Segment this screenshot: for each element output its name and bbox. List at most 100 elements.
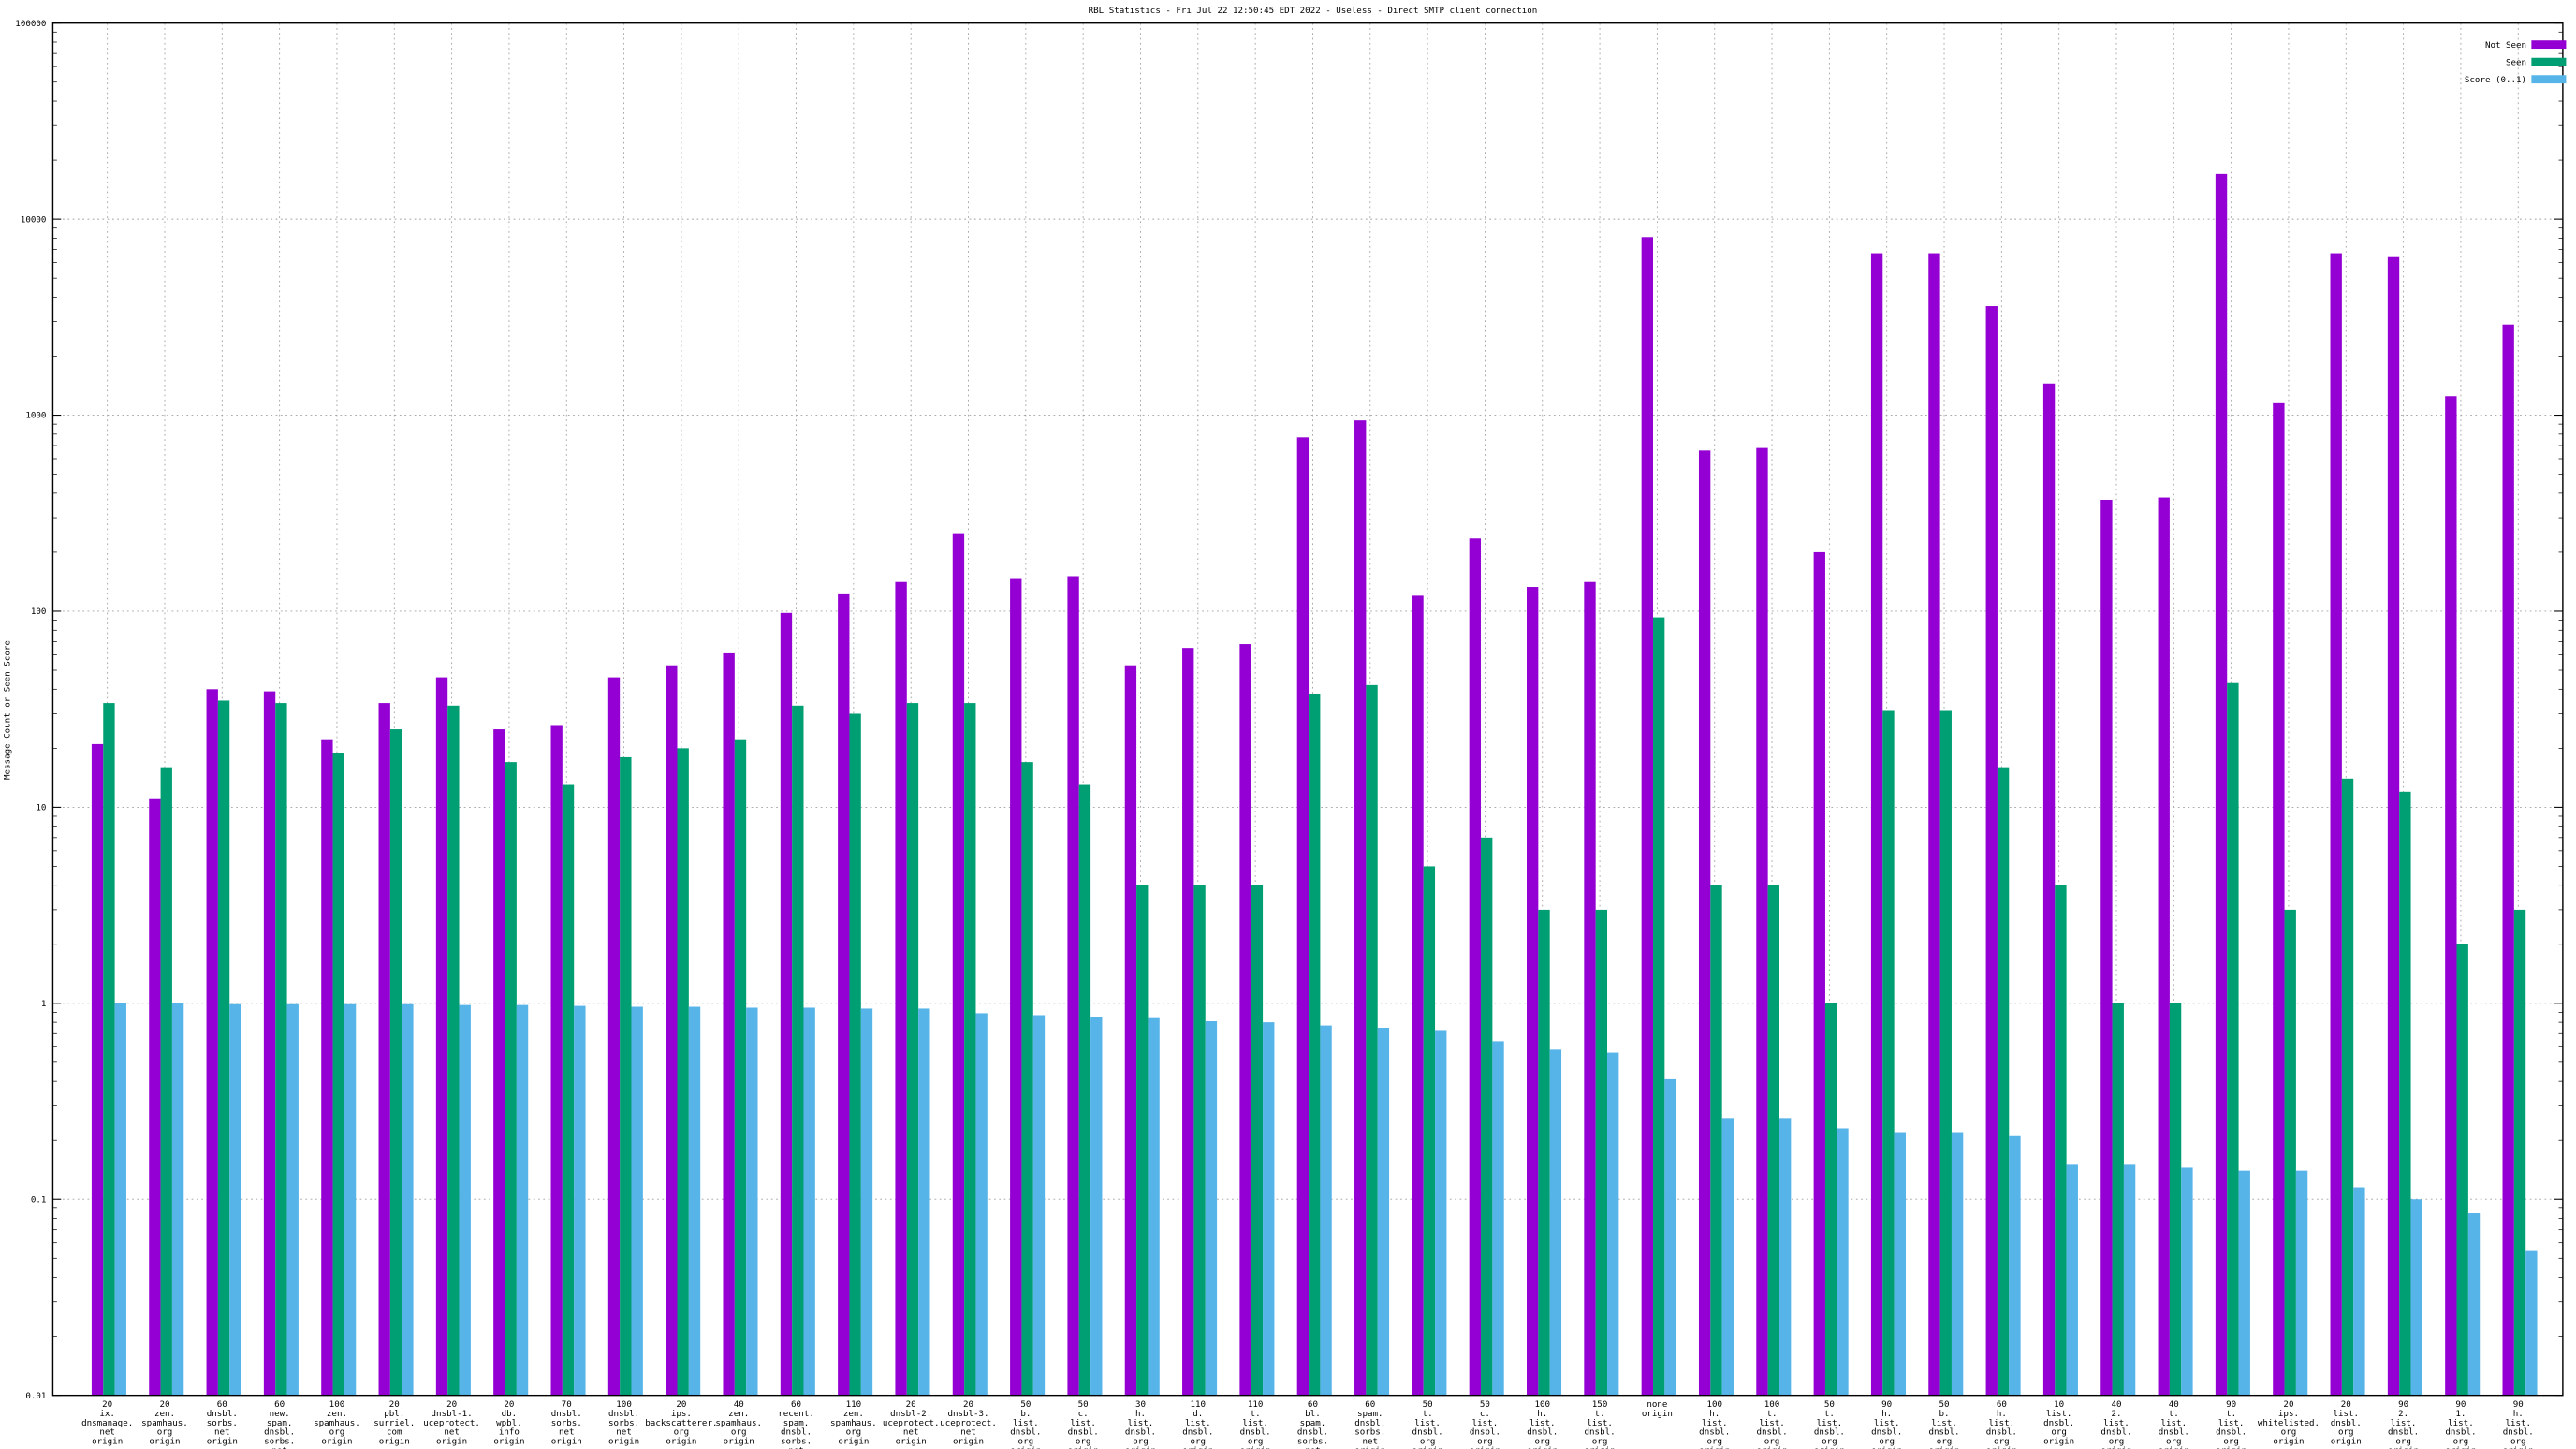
x-tick-label: 2. [2398, 1409, 2408, 1419]
x-tick-label: 20 [159, 1399, 169, 1410]
x-tick-label: 20 [389, 1399, 400, 1410]
x-tick-label: org [2453, 1437, 2469, 1447]
x-tick-label: sorbs. [551, 1418, 582, 1428]
bar [229, 1003, 242, 1396]
y-tick-label: 0.1 [31, 1194, 47, 1205]
x-tick-label: origin [608, 1437, 639, 1447]
bar [1193, 885, 1206, 1396]
bar [1985, 306, 1998, 1396]
bar [1824, 1003, 1837, 1396]
x-tick-label: sorbs. [1297, 1437, 1328, 1447]
x-tick-label: spam. [1300, 1418, 1326, 1428]
bar [332, 753, 344, 1396]
bar [1067, 576, 1079, 1396]
x-tick-label: 90 [2513, 1399, 2524, 1410]
bar [574, 1005, 586, 1396]
bar [2009, 1135, 2021, 1396]
x-tick-label: c. [1078, 1409, 1089, 1419]
x-tick-label: net [788, 1445, 804, 1449]
bar [1951, 1132, 1964, 1396]
x-tick-label: zen. [327, 1409, 347, 1419]
x-tick-label: dnsbl. [2388, 1427, 2419, 1438]
bar [447, 705, 460, 1396]
x-tick-label: net [559, 1427, 575, 1438]
x-tick-label: list. [2333, 1409, 2359, 1419]
bar [1698, 450, 1711, 1396]
x-tick-label: ix. [99, 1409, 115, 1419]
x-tick-label: dnsbl. [551, 1409, 582, 1419]
y-tick-label: 0.01 [25, 1391, 46, 1401]
bar [1032, 1015, 1046, 1396]
bar [160, 767, 172, 1396]
x-tick-label: surriel. [373, 1418, 415, 1428]
x-tick-label: whitelisted. [2258, 1418, 2320, 1428]
x-tick-label: list. [1070, 1418, 1096, 1428]
x-tick-label: dnsbl. [264, 1427, 295, 1438]
x-tick-label: list. [1759, 1418, 1785, 1428]
x-tick-label: 1. [2455, 1409, 2466, 1419]
bar [2399, 791, 2411, 1396]
bar [2055, 885, 2067, 1396]
bar [1309, 693, 1321, 1396]
x-tick-label: origin [1240, 1445, 1271, 1449]
legend-label: Seen [2506, 57, 2526, 67]
x-tick-label: 20 [963, 1399, 973, 1410]
x-tick-label: 30 [1135, 1399, 1146, 1410]
x-tick-label: 50 [1020, 1399, 1031, 1410]
bar [1721, 1118, 1734, 1396]
bar [1412, 595, 1424, 1396]
x-tick-label: 60 [791, 1399, 801, 1410]
x-tick-label: dnsbl. [781, 1427, 812, 1438]
x-tick-label: t. [1423, 1409, 1433, 1419]
x-tick-label: t. [2169, 1409, 2179, 1419]
bar [780, 612, 793, 1396]
x-tick-label: 90 [2226, 1399, 2236, 1410]
bar [2502, 324, 2514, 1396]
bar [2273, 402, 2285, 1396]
x-tick-label: spam. [783, 1418, 810, 1428]
x-tick-label: dnsbl. [1814, 1427, 1845, 1438]
x-tick-label: org [1534, 1437, 1550, 1447]
x-tick-label: sorbs. [264, 1437, 295, 1447]
x-tick-label: net [903, 1427, 919, 1438]
x-tick-label: 20 [504, 1399, 514, 1410]
x-tick-label: org [1477, 1437, 1493, 1447]
bar [378, 703, 390, 1396]
bar [2238, 1170, 2250, 1396]
x-tick-label: dnsbl-2. [890, 1409, 931, 1419]
x-tick-label: dnsbl. [1297, 1427, 1328, 1438]
x-tick-label: 100 [1706, 1399, 1722, 1410]
bar [952, 533, 965, 1396]
x-tick-label: origin [493, 1437, 524, 1447]
x-tick-label: net [214, 1427, 230, 1438]
bar [1939, 710, 1952, 1396]
x-tick-label: 50 [1480, 1399, 1490, 1410]
x-tick-label: origin [2388, 1445, 2419, 1449]
x-tick-label: 40 [734, 1399, 744, 1410]
x-tick-label: org [2510, 1437, 2526, 1447]
x-tick-label: origin [1527, 1445, 1558, 1449]
bar [1263, 1022, 1275, 1396]
x-tick-label: none [1647, 1399, 1667, 1410]
bar [1296, 437, 1310, 1396]
x-tick-label: uceprotect. [940, 1418, 997, 1428]
x-tick-label: dnsbl. [1068, 1427, 1099, 1438]
x-tick-label: dnsbl. [1010, 1427, 1041, 1438]
x-tick-label: spam. [1357, 1409, 1383, 1419]
x-tick-label: pbl. [384, 1409, 404, 1419]
bar [2284, 909, 2296, 1396]
bar [1205, 1020, 1218, 1396]
bar [1239, 644, 1251, 1396]
bar [2169, 1003, 2182, 1396]
x-tick-label: spam. [267, 1418, 293, 1428]
bar [1423, 866, 1436, 1396]
x-tick-label: org [1822, 1437, 1837, 1447]
x-tick-label: h. [1709, 1409, 1720, 1419]
x-tick-label: list. [2505, 1418, 2531, 1428]
bar [1090, 1017, 1103, 1396]
bar [505, 762, 517, 1396]
x-tick-label: origin [838, 1437, 869, 1447]
x-tick-label: 100 [1764, 1399, 1780, 1410]
x-tick-label: h. [1997, 1409, 2007, 1419]
plot-frame [51, 22, 2564, 1397]
